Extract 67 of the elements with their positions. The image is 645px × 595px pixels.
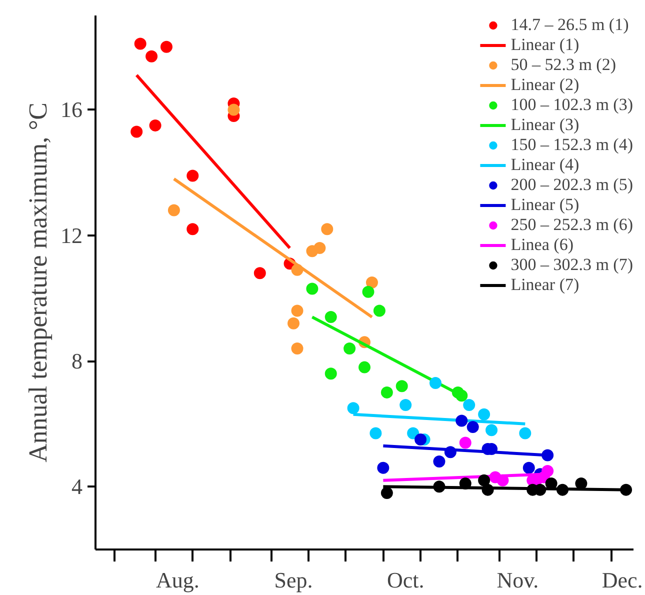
legend-label: 200 – 202.3 m (5): [510, 175, 633, 195]
point: [396, 380, 408, 392]
point: [478, 474, 490, 486]
point: [130, 126, 143, 138]
point: [522, 462, 535, 474]
legend-label: 14.7 – 26.5 m (1): [510, 15, 629, 35]
point: [456, 414, 468, 427]
point: [160, 40, 172, 53]
point: [380, 386, 393, 398]
y-tick-label: 16: [60, 97, 82, 122]
point: [254, 267, 266, 280]
legend-label: 250 – 252.3 m (6): [510, 215, 633, 235]
legend-label: Linea (6): [510, 235, 574, 255]
legend-label: Linear (2): [510, 75, 580, 95]
legend-label: Linear (4): [510, 155, 580, 175]
y-axis-title: Annual temperature maximum, °C: [24, 102, 52, 462]
point: [459, 436, 472, 449]
legend-label: Linear (7): [510, 275, 580, 295]
point: [366, 276, 378, 288]
legend-label: Linear (3): [510, 115, 580, 135]
point: [358, 361, 370, 374]
point: [400, 399, 412, 411]
x-tick-label: Dec.: [602, 568, 643, 592]
legend-label: 50 – 52.3 m (2): [510, 55, 616, 75]
legend-label: 300 – 302.3 m (7): [510, 255, 633, 275]
point: [362, 286, 374, 298]
point: [324, 311, 337, 324]
point: [373, 304, 386, 317]
y-tick-label: 12: [60, 222, 82, 248]
point: [324, 368, 337, 380]
point: [168, 204, 180, 216]
point: [146, 50, 158, 62]
point: [463, 399, 476, 411]
point: [134, 38, 146, 50]
point: [347, 402, 360, 414]
point: [466, 421, 479, 433]
point: [486, 424, 498, 436]
point: [377, 462, 390, 474]
legend-label: Linear (5): [510, 195, 580, 215]
x-tick-label: Nov.: [496, 568, 539, 592]
point: [519, 427, 532, 440]
point: [414, 434, 427, 446]
point: [288, 317, 300, 330]
point: [291, 342, 304, 354]
point: [228, 104, 240, 116]
point: [186, 170, 199, 182]
point: [149, 119, 162, 132]
legend-label: 100 – 102.3 m (3): [510, 95, 633, 115]
point: [478, 408, 490, 420]
point: [407, 427, 420, 440]
point: [306, 282, 318, 295]
point: [370, 427, 382, 440]
x-tick-label: Sep.: [274, 568, 313, 592]
point: [433, 456, 446, 468]
x-tick-label: Oct.: [386, 568, 424, 592]
y-tick-label: 4: [72, 474, 82, 500]
point: [380, 486, 393, 499]
y-tick-label: 8: [72, 348, 82, 374]
point: [186, 223, 199, 236]
point: [291, 304, 304, 317]
point: [344, 342, 356, 354]
point: [321, 223, 334, 236]
legend-label: 150 – 152.3 m (4): [510, 135, 633, 155]
point: [314, 242, 326, 254]
point: [429, 377, 442, 390]
x-tick-label: Aug.: [156, 568, 200, 592]
legend-label: Linear (1): [510, 35, 580, 55]
